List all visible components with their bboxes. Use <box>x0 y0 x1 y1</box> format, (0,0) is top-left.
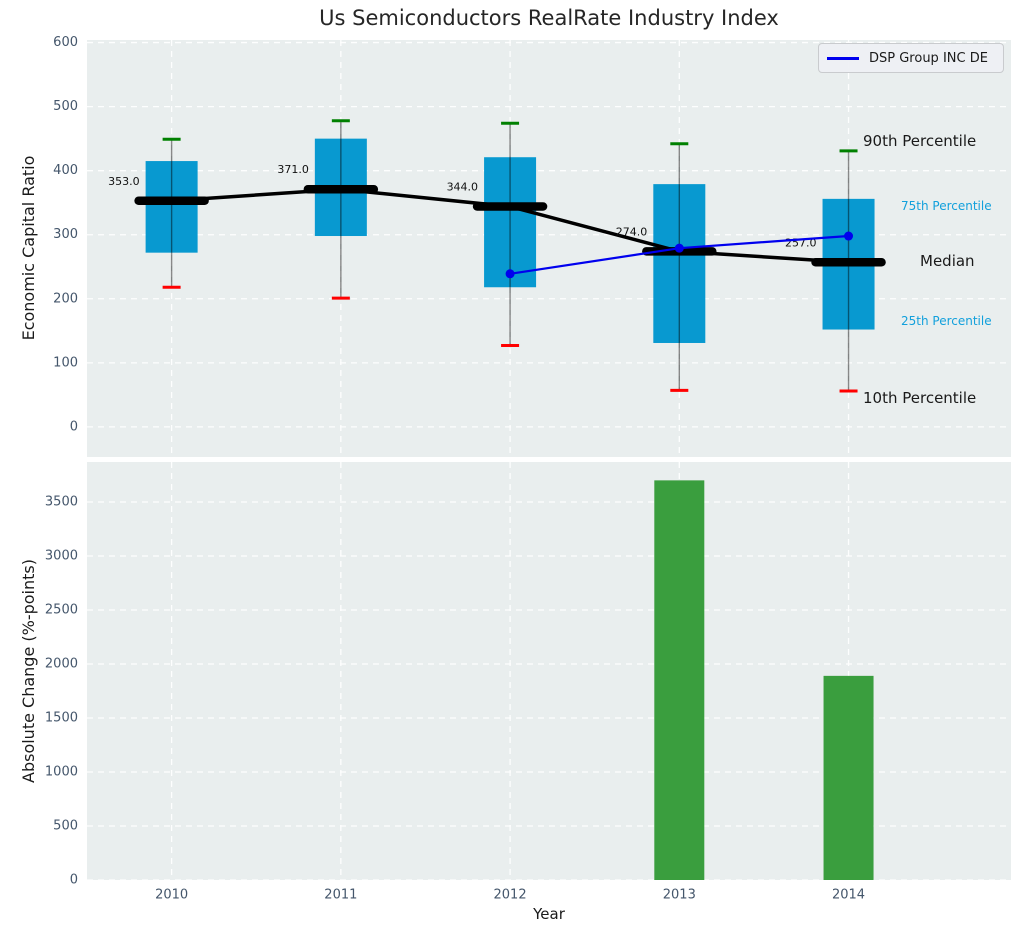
y-tick-label: 200 <box>53 291 78 306</box>
annotation-median: Median <box>920 252 975 270</box>
y-tick-label: 2000 <box>45 656 78 671</box>
dsp-marker-2013 <box>674 243 684 253</box>
legend: DSP Group INC DE <box>818 43 1004 73</box>
x-tick-label: 2011 <box>324 888 357 903</box>
y-tick-label: 100 <box>53 355 78 370</box>
x-tick-label: 2010 <box>155 888 188 903</box>
legend-label: DSP Group INC DE <box>869 50 988 66</box>
y-axis-label-top: Economic Capital Ratio <box>19 155 38 341</box>
x-tick-label: 2013 <box>663 888 696 903</box>
y-tick-label: 400 <box>53 163 78 178</box>
y-tick-label: 300 <box>53 227 78 242</box>
dsp-marker-2014 <box>844 231 854 241</box>
annotation-10th-percentile: 10th Percentile <box>863 389 976 407</box>
median-value-label: 274.0 <box>616 225 648 238</box>
median-value-label: 344.0 <box>447 181 479 194</box>
x-axis-label: Year <box>533 905 565 923</box>
median-value-label: 371.0 <box>277 163 309 176</box>
chart-title: Us Semiconductors RealRate Industry Inde… <box>319 6 779 30</box>
y-tick-label: 600 <box>53 35 78 50</box>
y-tick-label: 500 <box>53 818 78 833</box>
annotation-75th-percentile: 75th Percentile <box>901 199 992 213</box>
y-tick-label: 1000 <box>45 764 78 779</box>
y-tick-label: 1500 <box>45 710 78 725</box>
y-tick-label: 2500 <box>45 602 78 617</box>
y-tick-label: 3500 <box>45 494 78 509</box>
dsp-marker-2012 <box>505 269 515 279</box>
y-tick-label: 0 <box>70 419 78 434</box>
x-tick-label: 2012 <box>494 888 527 903</box>
legend-line-icon <box>827 56 859 60</box>
bar-2014 <box>823 675 874 880</box>
median-value-label: 353.0 <box>108 175 140 188</box>
bar-2013 <box>654 480 705 880</box>
y-axis-label-bottom: Absolute Change (%-points) <box>19 559 38 783</box>
annotation-90th-percentile: 90th Percentile <box>863 132 976 150</box>
y-tick-label: 0 <box>70 873 78 888</box>
y-tick-label: 3000 <box>45 548 78 563</box>
x-tick-label: 2014 <box>832 888 865 903</box>
y-tick-label: 500 <box>53 99 78 114</box>
annotation-25th-percentile: 25th Percentile <box>901 314 992 328</box>
